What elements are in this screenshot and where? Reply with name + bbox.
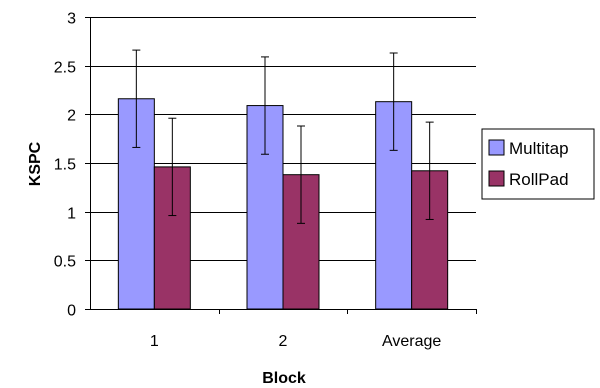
y-tick-label: 3 <box>67 11 76 28</box>
legend-swatch-multitap <box>488 139 505 156</box>
y-tick-label: 0 <box>67 303 76 320</box>
y-tick-labels: 0 0.5 1 1.5 2 2.5 3 <box>54 11 76 320</box>
y-tick-label: 0.5 <box>54 254 76 271</box>
x-tick-labels: 1 2 Average <box>150 333 442 350</box>
y-tick-label: 2 <box>67 108 76 125</box>
y-axis-title: KSPC <box>27 141 44 186</box>
error-bars <box>132 49 434 224</box>
y-tick-label: 2.5 <box>54 60 76 77</box>
y-tick-label: 1 <box>67 206 76 223</box>
y-tick-label: 1.5 <box>54 157 76 174</box>
x-tick-label: 1 <box>150 333 159 350</box>
axes <box>85 17 477 314</box>
legend: Multitap RollPad <box>481 128 595 200</box>
x-tick-label: 2 <box>279 333 288 350</box>
legend-swatch-rollpad <box>488 170 505 187</box>
legend-label-rollpad: RollPad <box>509 170 569 189</box>
x-tick-label: Average <box>382 333 441 350</box>
legend-label-multitap: Multitap <box>509 139 569 158</box>
bars <box>117 98 449 310</box>
x-axis-title: Block <box>262 370 306 387</box>
